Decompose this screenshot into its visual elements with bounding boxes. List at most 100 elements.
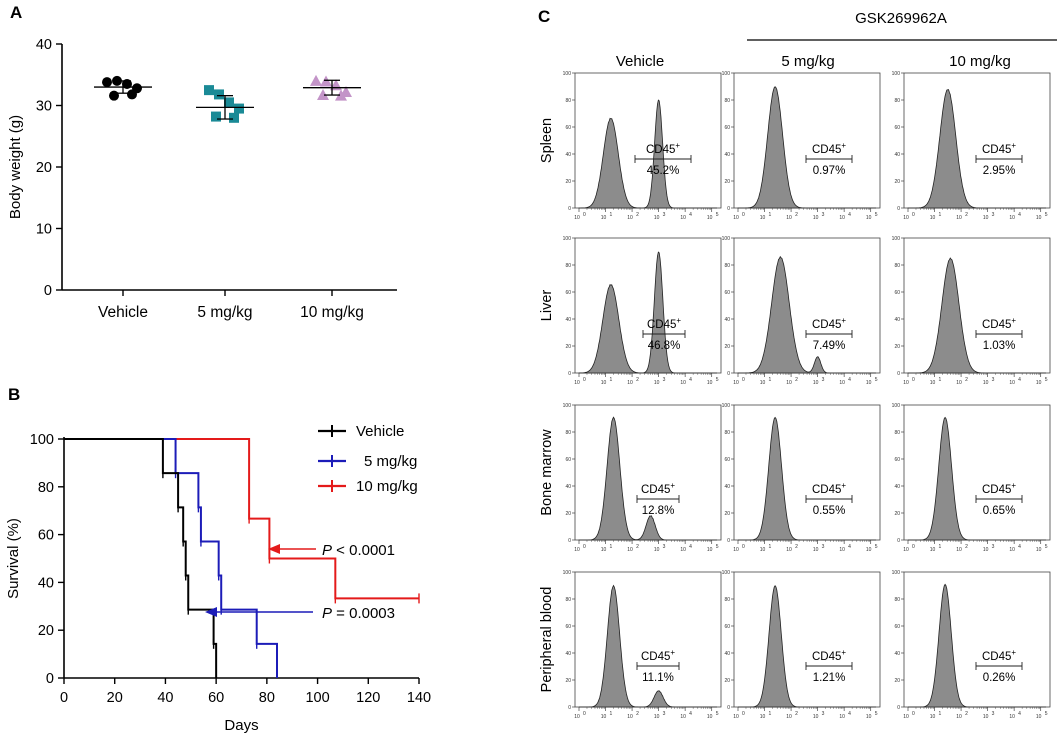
panel-label-a: A: [10, 3, 22, 22]
c-x-tick-exponent: 2: [636, 544, 639, 550]
c-histogram: [578, 251, 717, 374]
c-histogram-frame: [903, 571, 1051, 708]
c-y-tick-label: 0: [897, 538, 900, 544]
a-point: [211, 111, 221, 122]
c-y-tick-label: 80: [894, 263, 900, 269]
b-y-tick-label: 80: [38, 480, 54, 496]
c-histogram: [737, 255, 876, 374]
c-histogram: [579, 416, 717, 541]
c-y-tick-label: 40: [565, 651, 571, 657]
c-gate-label: CD45+: [812, 141, 846, 156]
c-y-tick-label: 60: [724, 457, 730, 463]
c-gate-value: 2.95%: [983, 165, 1016, 177]
c-x-tick-exponent: 4: [848, 212, 851, 218]
c-y-tick-label: 0: [897, 206, 900, 212]
c-y-tick-label: 0: [897, 371, 900, 377]
c-histogram: [579, 584, 717, 708]
c-gate-label: CD45+: [982, 481, 1016, 496]
c-row-label: Liver: [539, 290, 555, 322]
c-y-tick-label: 20: [894, 179, 900, 185]
c-x-tick-exponent: 0: [742, 544, 745, 550]
c-x-tick-label: 10: [601, 215, 607, 221]
c-gate-value: 0.65%: [983, 505, 1016, 517]
b-annotation-text: P = 0.0003: [322, 605, 395, 622]
a-x-tick-label: 10 mg/kg: [300, 304, 364, 321]
c-x-tick-exponent: 4: [848, 544, 851, 550]
c-x-tick-exponent: 3: [822, 377, 825, 383]
c-y-tick-label: 20: [724, 678, 730, 684]
b-x-tick-label: 100: [305, 690, 329, 706]
c-x-tick-label: 10: [903, 714, 909, 720]
c-y-tick-label: 60: [724, 290, 730, 296]
c-y-tick-label: 40: [894, 484, 900, 490]
c-y-tick-label: 0: [568, 538, 571, 544]
c-x-tick-label: 10: [786, 714, 792, 720]
c-histogram-frame: [574, 404, 722, 541]
c-x-tick-label: 10: [627, 215, 633, 221]
c-gate-value: 45.2%: [647, 165, 680, 177]
c-x-tick-exponent: 1: [769, 377, 772, 383]
c-gate-label: CD45+: [982, 316, 1016, 331]
c-y-tick-label: 20: [894, 511, 900, 517]
c-gate-label: CD45+: [812, 316, 846, 331]
c-histogram-frame: [733, 571, 881, 708]
c-y-tick-label: 100: [722, 71, 731, 77]
c-x-tick-label: 10: [574, 380, 580, 386]
c-x-tick-exponent: 1: [610, 711, 613, 717]
c-x-tick-label: 10: [813, 547, 819, 553]
b-annotation-text: P < 0.0001: [322, 542, 395, 559]
c-y-tick-label: 100: [722, 570, 731, 576]
c-x-tick-label: 10: [680, 547, 686, 553]
c-x-tick-label: 10: [930, 547, 936, 553]
b-legend-label: 5 mg/kg: [364, 453, 417, 470]
c-x-tick-exponent: 2: [795, 212, 798, 218]
c-column-label: 5 mg/kg: [781, 53, 834, 70]
c-y-tick-label: 20: [565, 678, 571, 684]
c-y-tick-label: 0: [727, 705, 730, 711]
b-y-tick-label: 40: [38, 575, 54, 591]
c-x-tick-label: 10: [733, 380, 739, 386]
c-x-tick-exponent: 4: [848, 377, 851, 383]
a-y-tick-label: 30: [36, 99, 52, 115]
c-x-tick-label: 10: [866, 215, 872, 221]
c-x-tick-label: 10: [733, 714, 739, 720]
c-x-tick-label: 10: [1009, 714, 1015, 720]
c-y-tick-label: 80: [894, 98, 900, 104]
c-y-tick-label: 80: [724, 98, 730, 104]
c-histogram-frame: [574, 571, 722, 708]
c-x-tick-exponent: 1: [769, 711, 772, 717]
b-y-tick-label: 0: [46, 671, 54, 687]
c-x-tick-exponent: 5: [1045, 711, 1048, 717]
c-x-tick-exponent: 3: [992, 377, 995, 383]
c-x-tick-exponent: 4: [1018, 711, 1021, 717]
c-x-tick-exponent: 0: [742, 711, 745, 717]
c-y-tick-label: 0: [727, 371, 730, 377]
c-y-tick-label: 60: [894, 624, 900, 630]
c-histogram-frame: [733, 72, 881, 209]
c-y-tick-label: 60: [894, 457, 900, 463]
b-y-tick-label: 100: [30, 432, 54, 448]
c-y-tick-label: 60: [894, 125, 900, 131]
c-x-tick-exponent: 4: [689, 544, 692, 550]
b-survival-curve: [64, 438, 278, 678]
c-x-tick-label: 10: [680, 714, 686, 720]
c-y-tick-label: 100: [722, 403, 731, 409]
c-y-tick-label: 0: [568, 206, 571, 212]
a-point: [320, 75, 332, 87]
c-x-tick-exponent: 5: [1045, 544, 1048, 550]
c-gate-value: 0.55%: [813, 505, 846, 517]
c-x-tick-label: 10: [654, 547, 660, 553]
b-y-tick-label: 60: [38, 528, 54, 544]
a-point: [234, 103, 244, 114]
c-gate-value: 46.8%: [648, 340, 681, 352]
c-y-tick-label: 40: [565, 152, 571, 158]
c-y-tick-label: 80: [565, 430, 571, 436]
c-histogram: [908, 583, 1046, 708]
c-x-tick-label: 10: [930, 714, 936, 720]
body-weight-chart: 0 10 20 30 40 Vehicle 5 mg/kg 10 mg/kg Body weig…: [7, 37, 397, 321]
c-y-tick-label: 80: [565, 263, 571, 269]
a-point: [109, 90, 119, 101]
c-x-tick-label: 10: [866, 380, 872, 386]
c-x-tick-exponent: 3: [822, 212, 825, 218]
c-histogram-frame: [903, 404, 1051, 541]
